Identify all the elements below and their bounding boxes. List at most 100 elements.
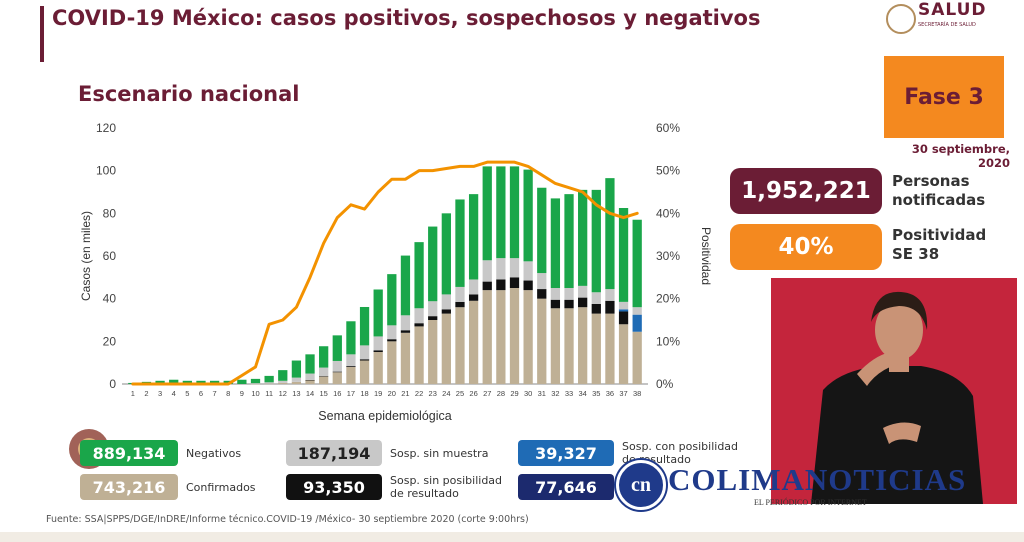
negativos-label: Negativos	[186, 447, 242, 460]
notified-label: Personas notificadas	[892, 172, 985, 210]
x-tick-label: 35	[592, 389, 600, 398]
bar-confirmados	[605, 313, 615, 384]
bar-negativos	[182, 380, 192, 384]
positivity-value: 40%	[730, 224, 882, 270]
y-tick-label: 100	[96, 164, 116, 178]
bar-confirmados	[632, 331, 642, 384]
x-tick-label: 19	[374, 389, 382, 398]
bar-negativos	[564, 194, 574, 288]
bar-sosp-sin-muestra	[428, 301, 438, 317]
bar-sosp-sin-muestra	[468, 279, 479, 295]
footer-band	[0, 532, 1024, 542]
bar-sosp-sin-muestra	[387, 325, 397, 340]
sosp-sin-posibilidad-value: 93,350	[286, 474, 382, 500]
bar-sosp-sin-muestra	[414, 308, 424, 324]
bar-sosp-sin-muestra	[319, 367, 329, 377]
logo-subtext: SECRETARÍA DE SALUD	[918, 22, 976, 28]
phase-badge: Fase 3	[884, 56, 1004, 138]
phase-date: 30 septiembre, 2020	[911, 142, 1010, 170]
x-tick-label: 23	[429, 389, 437, 398]
bar-sosp-sin-posibilidad-de-resultado	[591, 304, 601, 314]
bar-sosp-sin-posibilidad-de-resultado	[523, 280, 533, 291]
watermark-tagline: EL PERIÓDICO POR INTERNET	[754, 498, 867, 507]
bar-sosp-sin-posibilidad-de-resultado	[618, 311, 629, 325]
x-tick-label: 8	[226, 389, 230, 398]
bar-negativos	[428, 226, 438, 302]
bar-sosp-sin-posibilidad-de-resultado	[428, 316, 438, 320]
x-tick-label: 18	[360, 389, 368, 398]
y-tick-label: 120	[96, 121, 116, 135]
y2-axis-label: Positividad	[699, 227, 713, 285]
x-tick-label: 25	[456, 389, 464, 398]
y2-tick-label: 60%	[656, 121, 680, 135]
bar-sosp-sin-muestra	[496, 258, 506, 280]
bar-negativos	[496, 166, 506, 259]
bar-negativos	[373, 289, 383, 337]
x-tick-label: 17	[347, 389, 355, 398]
x-tick-label: 14	[306, 389, 314, 398]
bar-confirmados	[482, 290, 492, 384]
header-accent-bar	[40, 6, 44, 62]
confirmados-value: 743,216	[80, 474, 178, 500]
x-tick-label: 24	[442, 389, 450, 398]
bar-confirmados	[305, 380, 315, 384]
y-tick-label: 0	[109, 377, 116, 391]
bar-sosp-sin-muestra	[618, 301, 629, 310]
watermark-name: COLIMANOTICIAS	[668, 462, 967, 497]
x-tick-label: 16	[333, 389, 341, 398]
bar-sosp-sin-posibilidad-de-resultado	[414, 323, 424, 327]
bar-sosp-sin-posibilidad-de-resultado	[468, 294, 479, 301]
positivity-label-line2: SE 38	[892, 245, 940, 263]
bar-confirmados	[359, 360, 370, 384]
total-sosp-value: 77,646	[518, 474, 614, 500]
bar-sosp-sin-posibilidad-de-resultado	[482, 281, 492, 291]
bar-sosp-sin-posibilidad-de-resultado	[346, 366, 356, 367]
bar-negativos	[632, 219, 642, 308]
bar-confirmados	[428, 320, 438, 384]
bar-confirmados	[414, 326, 424, 384]
y2-tick-label: 50%	[656, 164, 680, 178]
bar-sosp-sin-posibilidad-de-resultado	[564, 299, 574, 309]
negativos-value: 889,134	[80, 440, 178, 466]
notified-label-line1: Personas	[892, 172, 970, 190]
positivity-label: Positividad SE 38	[892, 226, 986, 264]
x-tick-label: 33	[565, 389, 573, 398]
bar-confirmados	[523, 290, 533, 384]
bar-confirmados	[509, 288, 520, 384]
bar-negativos	[305, 354, 315, 374]
y-tick-label: 80	[103, 206, 117, 220]
x-tick-label: 13	[292, 389, 300, 398]
bar-confirmados	[578, 307, 588, 384]
x-tick-label: 38	[633, 389, 641, 398]
bar-sosp-con-posibilidad-de-resultado	[618, 309, 629, 312]
bar-sosp-sin-posibilidad-de-resultado	[387, 339, 397, 342]
bar-sosp-sin-muestra	[550, 288, 561, 300]
logo-word: SALUD	[918, 0, 987, 20]
y2-tick-label: 10%	[656, 334, 680, 348]
sign-language-video	[771, 278, 1017, 504]
bar-sosp-sin-posibilidad-de-resultado	[578, 297, 588, 308]
x-tick-label: 22	[415, 389, 423, 398]
bar-negativos	[209, 380, 220, 384]
x-tick-label: 7	[213, 389, 217, 398]
bar-sosp-sin-muestra	[591, 292, 601, 304]
x-tick-label: 27	[483, 389, 491, 398]
bar-negativos	[346, 321, 356, 355]
bar-negativos	[455, 199, 465, 287]
bar-sosp-sin-muestra	[305, 373, 315, 380]
bar-sosp-sin-muestra	[291, 377, 302, 382]
y2-tick-label: 40%	[656, 206, 680, 220]
x-tick-label: 26	[469, 389, 477, 398]
source-footer: Fuente: SSA|SPPS/DGE/InDRE/Informe técni…	[46, 514, 529, 525]
bar-sosp-sin-posibilidad-de-resultado	[332, 371, 342, 373]
sosp-sin-posibilidad-label-line1: Sosp. sin posibilidad	[390, 474, 503, 487]
sosp-con-posibilidad-value: 39,327	[518, 440, 614, 466]
x-tick-label: 29	[510, 389, 518, 398]
bar-negativos	[169, 379, 179, 384]
bar-sosp-sin-muestra	[482, 260, 492, 282]
bar-sosp-sin-muestra	[632, 307, 642, 315]
bar-confirmados	[400, 332, 411, 384]
bar-sosp-sin-muestra	[605, 289, 615, 301]
x-tick-label: 36	[606, 389, 614, 398]
